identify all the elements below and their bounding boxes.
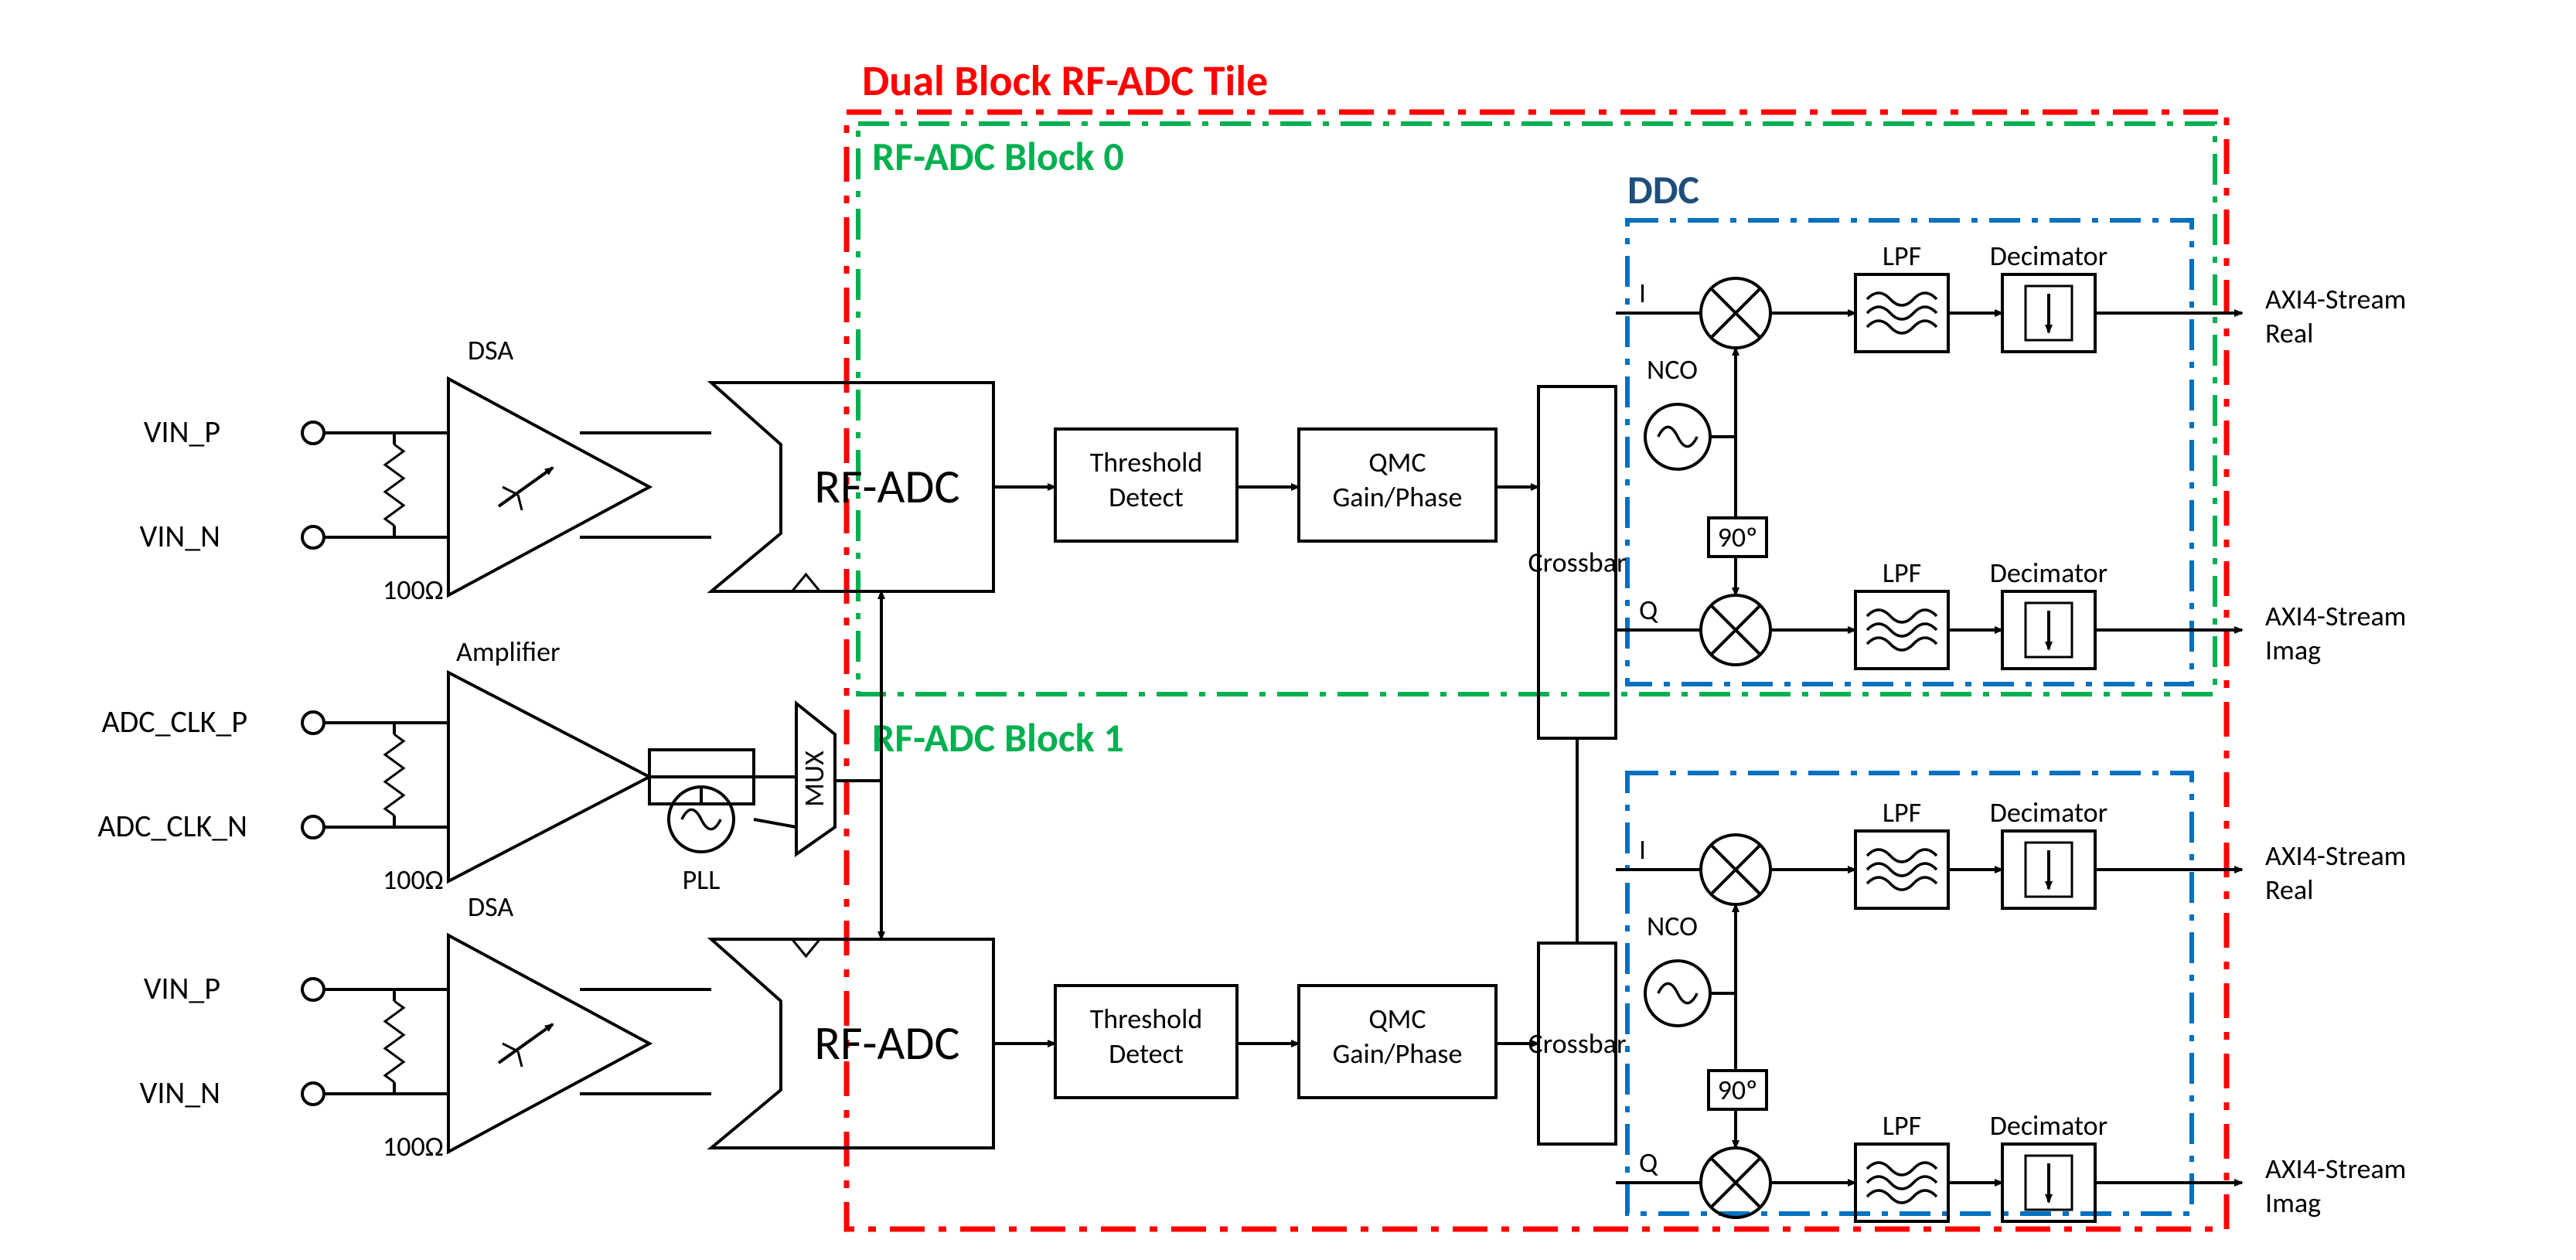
label-axi-real: Real [2265, 873, 2313, 907]
label-dsa: DSA [468, 333, 513, 367]
label-crossbar: Crossbar [1528, 546, 1626, 580]
label-threshold2: Detect [1109, 1037, 1184, 1071]
label-axi1: AXI4-Stream [2265, 282, 2406, 316]
label-amplifier: Amplifier [456, 635, 561, 669]
label-90: 90º [1718, 520, 1758, 554]
label-vin-p: VIN_P [144, 413, 220, 451]
label-threshold1: Threshold [1090, 1002, 1203, 1036]
label-vin-p: VIN_P [144, 969, 220, 1007]
label-lpf2: LPF [1883, 1108, 1921, 1143]
label-rfadc: RF-ADC [814, 1013, 959, 1072]
label-i: I [1639, 276, 1646, 310]
label-axi1b: AXI4-Stream [2265, 599, 2406, 633]
label-ohm: 100Ω [383, 573, 444, 607]
label-decimator2: Decimator [1990, 1108, 2107, 1143]
label-vin-n: VIN_N [140, 517, 220, 555]
title-block0: RF-ADC Block 0 [872, 131, 1124, 181]
label-q: Q [1639, 593, 1658, 627]
label-crossbar: Crossbar [1528, 1027, 1626, 1061]
title-outer: Dual Block RF-ADC Tile [862, 55, 1268, 107]
label-axi-real: Real [2265, 316, 2313, 350]
label-axi1: AXI4-Stream [2265, 839, 2406, 873]
label-ohm-clk: 100Ω [383, 863, 444, 897]
label-decimator: Decimator [1990, 239, 2107, 273]
label-ohm: 100Ω [383, 1129, 444, 1163]
label-threshold2: Detect [1109, 480, 1184, 514]
label-qmc1: QMC [1368, 445, 1426, 479]
label-qmc1: QMC [1368, 1002, 1426, 1036]
label-mux: MUX [797, 751, 831, 807]
label-dsa: DSA [468, 890, 513, 924]
label-adcclk-p: ADC_CLK_P [101, 703, 247, 741]
label-rfadc: RF-ADC [814, 457, 959, 516]
label-axi-imag: Imag [2265, 1186, 2321, 1220]
label-threshold1: Threshold [1090, 445, 1203, 479]
label-decimator: Decimator [1990, 795, 2107, 829]
label-decimator2: Decimator [1990, 556, 2107, 590]
label-lpf: LPF [1883, 239, 1921, 273]
label-vin-n: VIN_N [140, 1074, 220, 1112]
title-block1: RF-ADC Block 1 [872, 713, 1124, 762]
label-q: Q [1639, 1146, 1658, 1180]
label-adcclk-n: ADC_CLK_N [97, 807, 247, 845]
title-ddc: DDC [1627, 165, 1699, 214]
label-lpf: LPF [1883, 795, 1921, 829]
label-lpf2: LPF [1883, 556, 1921, 590]
label-nco: NCO [1647, 352, 1698, 387]
label-i: I [1639, 833, 1646, 867]
label-axi-imag: Imag [2265, 633, 2321, 667]
label-90: 90º [1718, 1073, 1758, 1107]
label-qmc2: Gain/Phase [1333, 1037, 1463, 1071]
label-nco: NCO [1647, 909, 1698, 943]
label-axi1b: AXI4-Stream [2265, 1152, 2406, 1186]
label-qmc2: Gain/Phase [1333, 480, 1463, 514]
label-pll: PLL [683, 863, 721, 897]
